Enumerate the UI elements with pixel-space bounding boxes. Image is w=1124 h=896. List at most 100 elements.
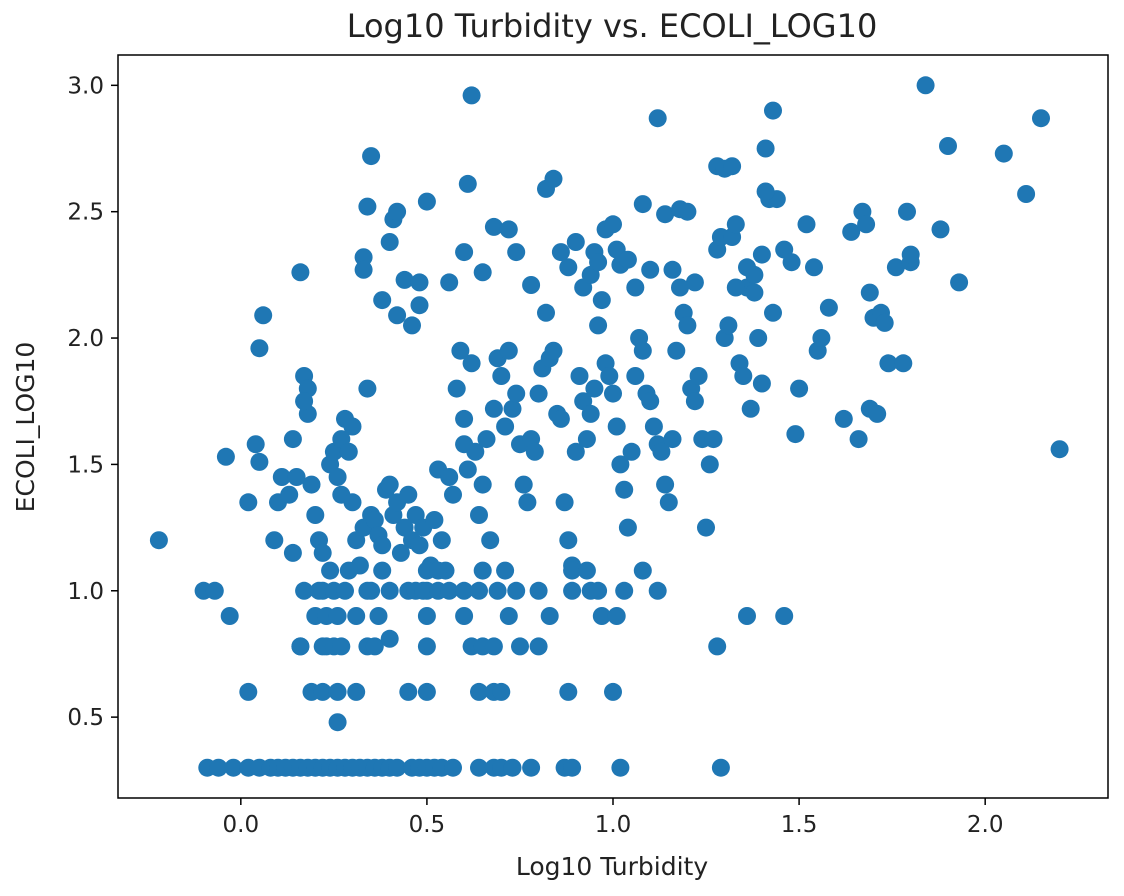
data-point: [544, 341, 563, 360]
data-point: [313, 543, 332, 562]
data-point: [399, 485, 418, 504]
data-point: [265, 531, 284, 550]
data-point: [481, 531, 500, 550]
data-point: [611, 455, 630, 474]
data-point: [470, 758, 488, 777]
data-point: [537, 303, 555, 322]
data-point: [283, 430, 302, 449]
y-tick-label: 0.5: [67, 705, 104, 731]
data-point: [280, 485, 299, 504]
data-point: [529, 637, 548, 656]
data-point: [704, 430, 723, 449]
data-point: [470, 682, 488, 701]
data-point: [149, 531, 168, 550]
data-point: [566, 442, 585, 461]
data-point: [455, 581, 474, 600]
data-point: [775, 607, 794, 625]
data-point: [529, 581, 548, 600]
data-point: [205, 581, 224, 600]
y-tick-label: 1.5: [67, 452, 104, 478]
data-point: [458, 174, 477, 193]
data-point: [641, 260, 660, 279]
data-point: [834, 409, 853, 428]
data-point: [604, 215, 622, 234]
data-point: [455, 243, 474, 262]
data-point: [503, 758, 522, 777]
data-point: [522, 758, 541, 777]
data-point: [380, 233, 399, 251]
data-point: [224, 758, 243, 777]
data-point: [417, 192, 436, 211]
data-point: [626, 278, 645, 297]
data-point: [507, 243, 526, 262]
data-point: [347, 607, 366, 625]
y-axis: 0.5 1.0 1.5 2.0 2.5 3.0: [67, 73, 118, 731]
data-point: [570, 367, 589, 385]
data-point: [492, 367, 511, 385]
data-point: [559, 682, 578, 701]
data-point: [440, 468, 459, 486]
data-point: [868, 404, 887, 423]
data-point: [444, 758, 462, 777]
data-point: [484, 637, 503, 656]
data-point: [592, 291, 611, 310]
data-point: [648, 581, 667, 600]
data-point: [246, 435, 265, 454]
data-point: [216, 447, 235, 466]
data-point: [429, 561, 448, 580]
data-point: [559, 531, 578, 550]
data-point: [447, 379, 466, 398]
data-point: [440, 273, 459, 292]
data-point: [295, 581, 314, 600]
data-point: [604, 384, 622, 403]
data-point: [484, 217, 503, 236]
data-point: [388, 202, 407, 221]
data-point: [410, 273, 429, 292]
data-point: [339, 561, 358, 580]
data-point: [723, 157, 742, 176]
data-point: [283, 543, 302, 562]
data-point: [239, 682, 258, 701]
data-point: [522, 276, 541, 294]
data-point: [886, 258, 905, 277]
data-point: [358, 581, 377, 600]
data-point: [365, 511, 384, 529]
data-point: [842, 222, 861, 241]
data-point: [611, 758, 630, 777]
data-point: [462, 354, 481, 373]
data-point: [700, 455, 719, 474]
data-point: [343, 493, 362, 512]
data-point: [462, 86, 481, 105]
data-point: [455, 607, 474, 625]
data-point: [764, 303, 782, 322]
data-point: [931, 220, 950, 239]
data-point: [697, 518, 715, 537]
data-point: [250, 339, 269, 358]
data-point: [511, 637, 529, 656]
data-point: [499, 341, 518, 360]
data-point: [607, 607, 626, 625]
data-point: [901, 245, 920, 264]
data-point: [328, 607, 347, 625]
data-point: [633, 341, 652, 360]
x-tick-label: 0.0: [223, 812, 260, 838]
data-point: [726, 278, 745, 297]
data-point: [313, 682, 332, 701]
data-point: [726, 215, 745, 234]
y-tick-label: 1.0: [67, 579, 104, 605]
x-tick-label: 1.0: [595, 812, 632, 838]
data-point: [581, 404, 600, 423]
data-point: [671, 278, 689, 297]
data-point: [1017, 185, 1036, 203]
data-point: [473, 475, 492, 494]
data-point: [306, 506, 325, 524]
data-point: [563, 758, 582, 777]
data-point: [741, 399, 760, 418]
data-point: [719, 316, 738, 335]
data-point: [734, 367, 753, 385]
data-point: [656, 475, 675, 494]
data-point: [399, 682, 418, 701]
data-point: [343, 417, 362, 436]
data-point: [417, 607, 436, 625]
data-point: [380, 581, 399, 600]
